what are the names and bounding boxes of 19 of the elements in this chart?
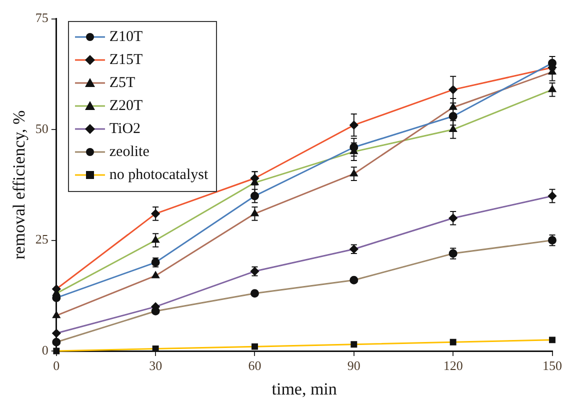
y-tick-label: 75: [35, 10, 48, 26]
x-tick-label: 150: [542, 358, 562, 374]
x-tick-label: 0: [53, 358, 60, 374]
legend-label: no photocatalyst: [109, 166, 208, 184]
x-tick-label: 60: [248, 358, 262, 374]
legend-label: zeolite: [109, 144, 150, 161]
y-tick-label: 50: [35, 120, 48, 136]
legend-label: Z5T: [109, 74, 136, 92]
legend-label: Z15T: [109, 52, 143, 69]
legend-label: TiO2: [109, 120, 141, 138]
legend-label: Z10T: [109, 28, 143, 46]
x-axis-title: time, min: [272, 379, 338, 398]
x-tick-label: 30: [149, 358, 162, 374]
legend-label: Z20T: [109, 98, 143, 115]
x-tick-label: 120: [443, 358, 463, 374]
y-axis-title: removal efficiency, %: [10, 110, 29, 260]
y-tick-label: 0: [42, 342, 48, 358]
x-tick-label: 90: [347, 358, 360, 374]
y-tick-label: 25: [35, 232, 48, 247]
